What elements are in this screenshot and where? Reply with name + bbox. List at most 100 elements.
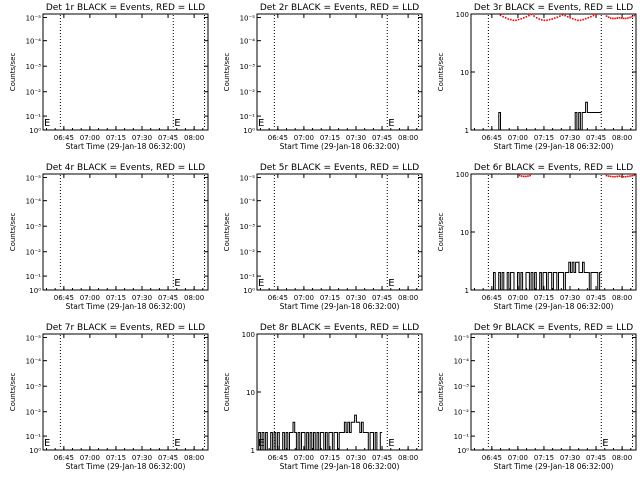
y-tick-label: 10⁰	[29, 287, 41, 295]
chart-panel-3: Det 3r BLACK = Events, RED = LLD 1 10 100 06…	[437, 3, 637, 151]
e-marker: E	[388, 118, 394, 129]
lld-series-point	[627, 17, 629, 19]
x-tick-label: 07:15	[320, 294, 340, 302]
y-axis-label: Counts/sec	[437, 373, 445, 412]
lld-series-point	[518, 174, 521, 177]
x-tick-label: 06:45	[54, 134, 74, 142]
lld-series-point	[609, 175, 612, 178]
x-tick-label: 07:45	[586, 294, 606, 302]
y-axis-label: Counts/sec	[437, 53, 445, 92]
y-tick-label: 100	[456, 11, 469, 19]
lld-series-point	[590, 15, 592, 18]
y-tick-label: 10⁻⁴	[26, 38, 42, 46]
x-tick-label: 08:00	[398, 294, 418, 302]
y-tick-label: 10⁻⁵	[240, 174, 256, 182]
y-tick-label: 1	[465, 127, 469, 135]
lld-series-point	[629, 16, 631, 19]
lld-series-point	[618, 175, 621, 177]
lld-series-point	[633, 14, 636, 17]
x-tick-label: 07:00	[294, 454, 314, 462]
lld-series-point	[579, 19, 582, 22]
x-tick-label: 08:00	[612, 454, 632, 462]
x-tick-label: 07:00	[80, 134, 100, 142]
y-tick-label: 10⁻³	[26, 383, 42, 391]
chart-title: Det 5r BLACK = Events, RED = LLD	[260, 163, 419, 173]
lld-series-point	[631, 175, 633, 177]
chart-title: Det 3r BLACK = Events, RED = LLD	[474, 3, 633, 13]
x-tick-label: 07:45	[586, 454, 606, 462]
x-tick-label: 07:00	[508, 454, 528, 462]
x-tick-label: 06:45	[268, 294, 288, 302]
lld-series-point	[577, 19, 579, 22]
x-tick-label: 06:45	[268, 454, 288, 462]
x-tick-label: 08:00	[612, 294, 632, 302]
y-tick-label: 10⁰	[29, 127, 41, 135]
x-axis-label: Start Time (29-Jan-18 06:32:00)	[66, 462, 186, 471]
lld-series-point	[543, 19, 546, 22]
plot-frame	[256, 13, 423, 131]
chart-panel-6: Det 6r BLACK = Events, RED = LLD 1 10 100 06…	[437, 163, 637, 311]
lld-series-point	[612, 175, 614, 178]
chart-title: Det 9r BLACK = Events, RED = LLD	[474, 323, 633, 333]
e-marker: E	[258, 118, 264, 129]
y-tick-label: 10⁻¹	[26, 113, 42, 121]
events-series-line	[495, 101, 602, 131]
chart-title: Det 6r BLACK = Events, RED = LLD	[474, 163, 633, 173]
y-tick-label: 10⁻⁵	[26, 14, 42, 22]
lld-series-point	[564, 14, 566, 17]
y-tick-label: 10⁻³	[26, 223, 42, 231]
lld-series-point	[607, 175, 610, 177]
y-axis-label: Counts/sec	[9, 213, 17, 252]
x-tick-label: 07:30	[560, 454, 580, 462]
plot-frame	[470, 333, 637, 451]
lld-series-point	[622, 17, 625, 20]
lld-series-point	[561, 14, 564, 16]
lld-series-point	[607, 16, 610, 18]
y-tick-label: 10⁻¹	[454, 433, 470, 441]
e-marker: E	[388, 438, 394, 449]
y-tick-label: 10⁰	[243, 287, 255, 295]
lld-series-point	[616, 17, 618, 19]
y-tick-label: 10	[460, 69, 469, 77]
lld-series-point	[572, 17, 574, 20]
x-tick-label: 08:00	[398, 454, 418, 462]
x-tick-label: 08:00	[398, 134, 418, 142]
lld-series-point	[548, 18, 551, 21]
plot-frame	[42, 173, 209, 291]
x-tick-label: 06:45	[268, 134, 288, 142]
x-tick-label: 07:30	[560, 294, 580, 302]
lld-series-point	[546, 19, 548, 22]
e-marker: E	[44, 118, 50, 129]
y-tick-label: 10⁻¹	[26, 273, 42, 281]
lld-series-point	[538, 18, 541, 20]
lld-series-point	[520, 175, 523, 177]
y-tick-label: 10⁻²	[26, 249, 42, 257]
plot-frame	[42, 13, 209, 131]
x-tick-label: 06:45	[482, 134, 502, 142]
lld-series-point	[529, 174, 531, 177]
chart-title: Det 4r BLACK = Events, RED = LLD	[46, 163, 205, 173]
lld-series-point	[523, 175, 525, 178]
events-series-line	[257, 414, 383, 451]
x-axis-label: Start Time (29-Jan-18 06:32:00)	[494, 302, 614, 311]
lld-series-point	[582, 18, 584, 21]
plot-frame	[42, 333, 209, 451]
x-tick-label: 07:00	[294, 134, 314, 142]
lld-series-point	[595, 14, 597, 16]
lld-series-point	[627, 175, 629, 178]
y-tick-label: 10⁻¹	[240, 113, 256, 121]
y-axis-label: Counts/sec	[437, 213, 445, 252]
lld-series-point	[592, 14, 595, 17]
lld-series-point	[553, 17, 556, 19]
x-tick-label: 07:45	[372, 294, 392, 302]
y-tick-label: 10⁻⁴	[240, 198, 256, 206]
chart-panel-7: Det 7r BLACK = Events, RED = LLD 10⁰ 10⁻¹ 1…	[9, 323, 209, 471]
y-axis-label: Counts/sec	[223, 53, 231, 92]
lld-series-point	[507, 18, 510, 20]
y-axis-label: Counts/sec	[9, 53, 17, 92]
lld-series-point	[618, 17, 621, 19]
chart-panel-4: Det 4r BLACK = Events, RED = LLD 10⁰ 10⁻¹ 1…	[9, 163, 209, 311]
y-tick-label: 10⁻²	[26, 89, 42, 97]
y-tick-label: 10⁻⁴	[240, 38, 256, 46]
